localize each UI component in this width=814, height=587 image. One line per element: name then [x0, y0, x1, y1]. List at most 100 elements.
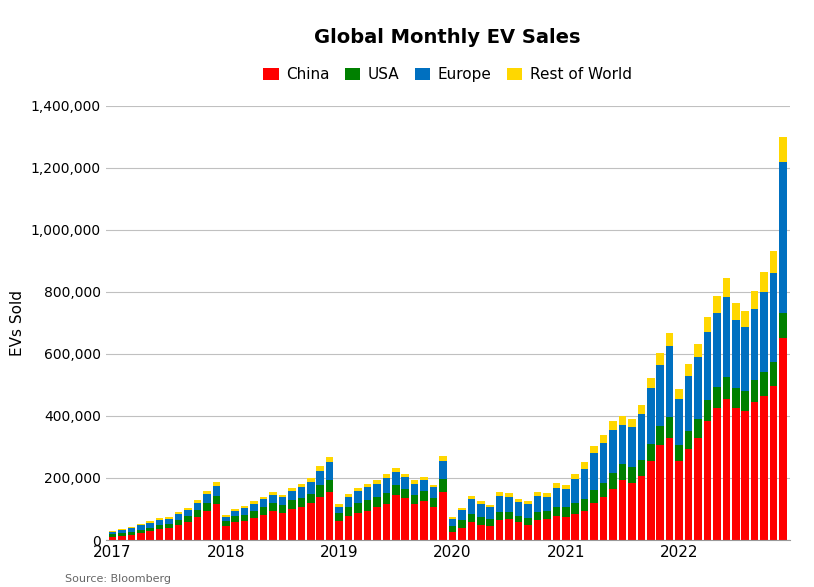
Bar [779, 162, 787, 313]
Bar [440, 479, 447, 492]
Bar [779, 313, 787, 338]
Bar [260, 507, 267, 515]
Bar [732, 320, 740, 387]
Bar [147, 528, 154, 531]
Bar [335, 521, 343, 540]
Bar [288, 500, 295, 509]
Bar [392, 495, 400, 540]
Bar [411, 504, 418, 540]
Bar [298, 498, 305, 507]
Bar [278, 495, 287, 497]
Bar [685, 431, 692, 448]
Bar [278, 512, 287, 540]
Bar [628, 419, 636, 427]
Bar [571, 503, 579, 514]
Text: Source: Bloomberg: Source: Bloomberg [65, 574, 171, 584]
Bar [713, 408, 720, 540]
Bar [326, 480, 334, 492]
Bar [165, 524, 173, 528]
Bar [760, 396, 768, 540]
Bar [251, 518, 258, 540]
Bar [204, 494, 211, 503]
Bar [732, 303, 740, 320]
Bar [108, 534, 116, 537]
Bar [723, 297, 730, 377]
Bar [165, 528, 173, 540]
Bar [543, 511, 550, 519]
Bar [562, 485, 570, 489]
Bar [278, 497, 287, 505]
Bar [251, 501, 258, 504]
Bar [260, 500, 267, 507]
Bar [619, 416, 626, 424]
Legend: China, USA, Europe, Rest of World: China, USA, Europe, Rest of World [257, 61, 638, 89]
Bar [420, 501, 428, 540]
Bar [194, 503, 201, 510]
Bar [184, 517, 192, 522]
Bar [345, 507, 352, 516]
Bar [694, 357, 702, 419]
Bar [742, 411, 749, 540]
Bar [231, 522, 239, 540]
Bar [496, 512, 503, 520]
Bar [619, 480, 626, 540]
Bar [118, 536, 125, 540]
Bar [364, 484, 371, 487]
Bar [694, 343, 702, 357]
Bar [647, 461, 654, 540]
Bar [354, 491, 361, 503]
Bar [685, 364, 692, 376]
Bar [326, 462, 334, 480]
Bar [212, 487, 220, 496]
Bar [742, 311, 749, 327]
Bar [128, 535, 135, 540]
Bar [307, 494, 314, 504]
Bar [637, 460, 645, 477]
Bar [458, 521, 466, 528]
Bar [723, 399, 730, 540]
Bar [600, 443, 607, 483]
Bar [467, 522, 475, 540]
Bar [354, 488, 361, 491]
Bar [175, 519, 182, 525]
Bar [656, 427, 664, 446]
Bar [118, 530, 125, 533]
Bar [723, 278, 730, 297]
Bar [581, 468, 589, 499]
Bar [241, 507, 248, 508]
Bar [732, 408, 740, 540]
Bar [155, 529, 164, 540]
Bar [430, 487, 437, 498]
Bar [628, 483, 636, 540]
Bar [647, 378, 654, 389]
Bar [307, 482, 314, 494]
Bar [194, 500, 201, 503]
Bar [458, 510, 466, 521]
Bar [477, 517, 484, 525]
Bar [373, 497, 381, 507]
Bar [373, 484, 381, 497]
Bar [637, 414, 645, 460]
Bar [278, 505, 287, 512]
Bar [307, 504, 314, 540]
Bar [534, 512, 541, 520]
Bar [241, 508, 248, 515]
Bar [590, 490, 597, 503]
Bar [326, 457, 334, 462]
Bar [609, 430, 617, 473]
Bar [420, 477, 428, 480]
Bar [477, 525, 484, 540]
Bar [770, 251, 777, 272]
Bar [467, 514, 475, 522]
Bar [676, 389, 683, 399]
Bar [260, 497, 267, 500]
Bar [147, 522, 154, 528]
Bar [175, 525, 182, 540]
Bar [147, 521, 154, 522]
Bar [251, 511, 258, 518]
Bar [553, 488, 560, 507]
Bar [751, 291, 759, 309]
Bar [723, 377, 730, 399]
Bar [184, 508, 192, 510]
Bar [260, 515, 267, 540]
